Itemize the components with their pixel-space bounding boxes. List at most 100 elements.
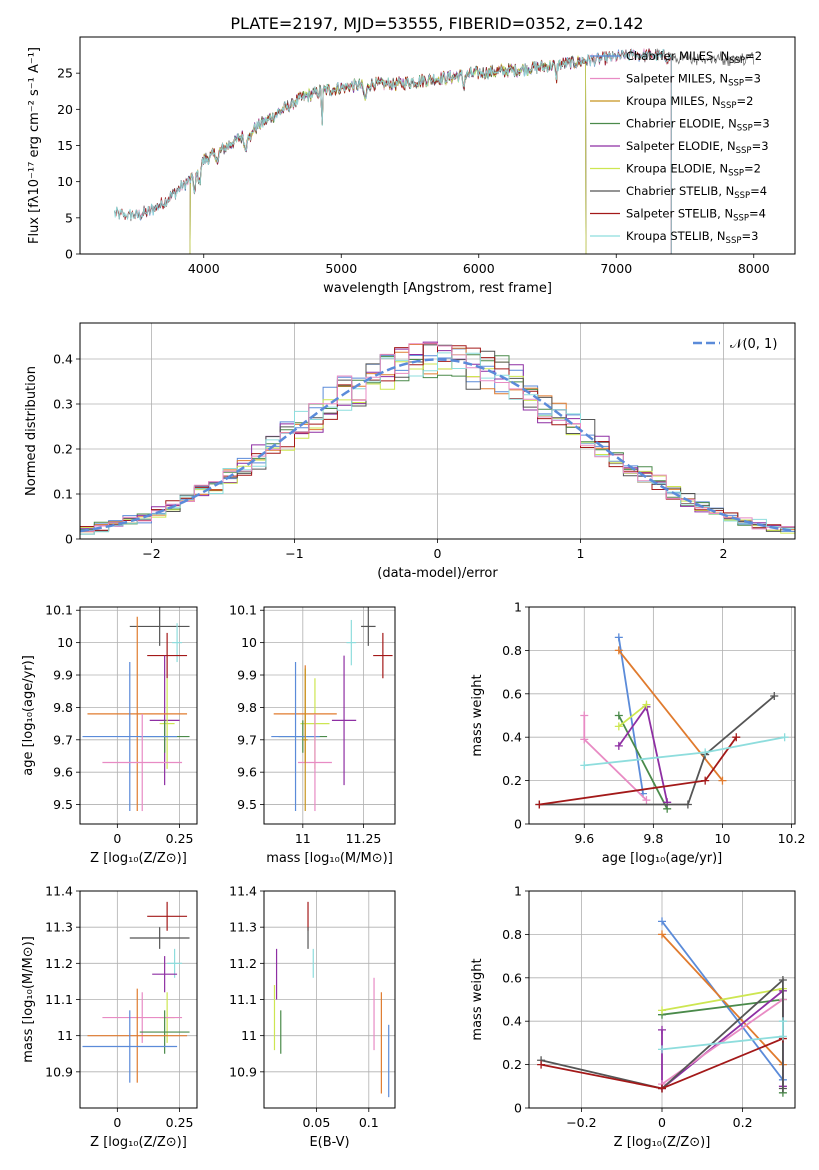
legend-label-main: Salpeter STELIB, N [626,207,733,221]
legend-label-sub: SSP [729,56,745,66]
legend-label: Kroupa MILES, NSSP=2 [626,94,753,111]
y-tick-label: 10.1 [229,603,257,618]
legend-label: Chabrier STELIB, NSSP=4 [626,184,767,201]
y-tick-label: 9.7 [237,732,257,747]
z-age-axes: 0 0.25 9.5 9.6 9.7 9.8 9.9 10 10.1 Z [log₁₀(Z/Z⊙)… [21,603,198,866]
weight-series-line [661,987,784,1012]
weight-point-marker [658,1045,666,1054]
legend-label-main: Salpeter ELODIE, N [626,139,736,153]
errorbar-point [152,956,178,993]
legend-label-main: Salpeter MILES, N [626,72,728,86]
x-tick-label: 0 [113,831,121,846]
legend-label-end: =2 [744,162,761,176]
errorbar-point [102,992,183,1043]
errorbar-point [147,901,188,931]
weight-point-marker [580,735,589,744]
y-tick-label: 11 [241,1028,257,1043]
legend-label-end: =3 [741,229,758,243]
weight-point-marker [658,930,666,939]
x-tick-label: 6000 [463,261,495,276]
ebv-mass-axes: 0.05 0.1 10.9 11 11.1 11.2 11.3 11.4 E(B-V) [229,884,396,1150]
errorbar-point [82,662,178,812]
y-tick-label: 0.4 [53,352,73,367]
y-tick-label: 9.8 [237,700,257,715]
legend-label-sub: SSP [734,191,750,201]
y-tick-label: 10.1 [45,603,73,618]
legend-label-sub: SSP [726,236,742,246]
weight-point-marker [614,741,623,750]
x-axis-label: E(B-V) [309,1135,349,1150]
weight-point-marker [537,1060,546,1069]
y-tick-label: 11.2 [45,956,73,971]
y-tick-label: 11.1 [45,992,73,1007]
x-axis-label: mass [log₁₀(M/M⊙)] [266,851,393,866]
x-tick-label: 10 [715,831,731,846]
y-axis-label: Normed distribution [24,366,39,496]
weight-point-marker [780,733,789,742]
weight-point-marker [614,646,623,655]
legend-label: Chabrier ELODIE, NSSP=3 [626,117,770,134]
y-tick-label: 15 [57,138,73,153]
x-tick-label: 9.8 [643,831,663,846]
y-tick-label: 10 [57,635,73,650]
x-tick-label: 0.25 [166,1115,194,1130]
errorbar-point [82,1010,178,1083]
y-tick-label: 9.9 [53,668,73,683]
weight-point-marker [642,796,651,805]
x-tick-label: 10.2 [778,831,806,846]
y-tick-label: 20 [57,102,73,117]
y-tick-label: 11.4 [45,884,73,899]
errorbar-point [271,662,320,812]
weight-point-marker [701,748,710,757]
legend-label-main: Kroupa MILES, N [626,94,721,108]
residuals-axes: −2 −1 0 1 2 0 0.1 0.2 0.3 0.4 (data-model)/error No… [24,322,796,581]
y-tick-label: 1 [514,884,522,899]
weight-point-marker [683,800,692,809]
x-axis-label: Z [log₁₀(Z/Z⊙)] [614,1135,711,1150]
weight-point-marker [535,800,544,809]
y-tick-label: 0.4 [502,730,522,745]
y-tick-label: 11.1 [229,992,257,1007]
weight-point-marker [732,733,741,742]
x-tick-label: 7000 [600,261,632,276]
x-tick-label: 0.1 [359,1115,379,1130]
errorbar-point [102,713,183,812]
errorbar-point [346,619,357,666]
y-tick-label: 0.6 [502,686,522,701]
x-axis-label: Z [log₁₀(Z/Z⊙)] [90,1135,187,1150]
spectrum-plot [113,47,755,254]
y-tick-label: 0.3 [53,397,73,412]
weight-point-marker [701,776,710,785]
y-axis-label: mass weight [470,674,485,756]
x-tick-label: 11 [295,831,311,846]
legend-label-end: =3 [752,139,769,153]
legend-label-sub: SSP [721,101,737,111]
x-tick-label: 0 [113,1115,121,1130]
y-tick-label: 11.4 [229,884,257,899]
axes-frame [263,606,396,825]
y-tick-label: 10 [57,174,73,189]
x-tick-label: 0.25 [166,831,194,846]
x-tick-label: 2 [720,546,728,561]
weight-series-line [618,649,724,782]
weight-series-line [618,703,648,728]
x-axis-label: wavelength [Angstrom, rest frame] [323,281,552,296]
errorbar-point [361,607,376,646]
z-age-frame: 0 0.25 9.5 9.6 9.7 9.8 9.9 10 10.1 Z [log₁₀(Z/Z⊙)… [21,603,198,866]
y-axis-label: mass weight [470,958,485,1040]
weight-point-marker [642,700,651,709]
weight-point-marker [658,1084,666,1093]
legend-label: Salpeter STELIB, NSSP=4 [626,207,766,224]
y-tick-label: 0.2 [53,442,73,457]
y-tick-label: 0.6 [502,970,522,985]
z-weight-axes: −0.2 0 0.2 0 0.2 0.4 0.6 0.8 1 Z [log₁₀(Z/Z⊙)] mas… [470,884,796,1150]
histogram-series [80,342,795,539]
legend-label-end: =3 [744,72,761,86]
y-axis-label: Flux [fλ10⁻¹⁷ erg cm⁻² s⁻¹ A⁻¹] [27,47,42,244]
weight-point-marker [658,1025,666,1034]
weight-point-marker [614,633,623,642]
legend-label-end: =2 [745,49,762,63]
weight-point-marker [580,711,589,720]
axes-frame [79,606,198,825]
errorbar-point [159,678,175,769]
